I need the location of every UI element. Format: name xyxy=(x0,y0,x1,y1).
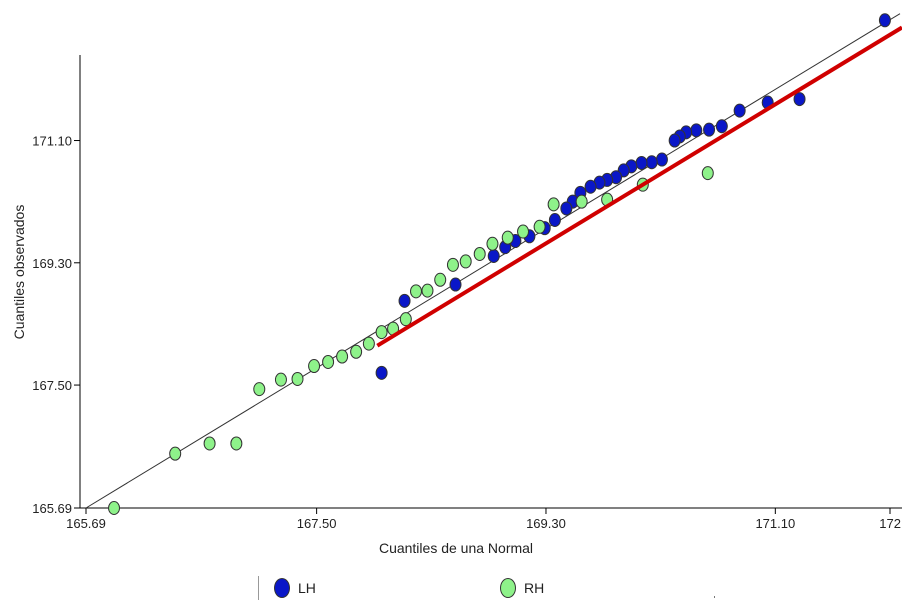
legend-item-rh: RH xyxy=(500,574,544,602)
point-rh xyxy=(701,166,714,181)
point-rh xyxy=(517,224,530,239)
point-rh xyxy=(362,336,375,351)
x-tick-label: 172 xyxy=(879,516,901,531)
point-rh xyxy=(322,354,335,369)
legend-marker-rh xyxy=(500,578,516,598)
point-lh xyxy=(548,212,561,227)
x-tick-label: 165.69 xyxy=(66,516,106,531)
point-rh xyxy=(473,246,486,261)
point-lh xyxy=(715,119,728,134)
point-lh xyxy=(449,277,462,292)
point-rh xyxy=(375,325,388,340)
point-rh xyxy=(421,283,434,298)
y-axis-title: Cuantiles observados xyxy=(11,205,27,340)
point-rh xyxy=(446,257,459,272)
axes xyxy=(79,55,902,509)
y-tick-label: 165.69 xyxy=(32,501,72,516)
point-rh xyxy=(501,230,514,245)
point-lh xyxy=(878,13,891,28)
point-rh xyxy=(230,436,243,451)
point-rh xyxy=(399,312,412,327)
fitted-line xyxy=(376,25,902,348)
point-rh xyxy=(410,284,423,299)
point-lh xyxy=(655,152,668,167)
points xyxy=(108,13,902,515)
y-tick-label: 171.10 xyxy=(32,134,72,149)
x-tick-label: 171.10 xyxy=(755,516,795,531)
legend-separator xyxy=(258,576,259,600)
point-rh xyxy=(547,197,560,212)
point-lh xyxy=(375,365,388,380)
ticks: 165.69 167.50 169.30 171.10 172 165.69 167.50 1… xyxy=(32,134,901,531)
point-rh xyxy=(336,349,349,364)
point-rh xyxy=(575,194,588,209)
point-lh xyxy=(793,92,806,107)
point-rh xyxy=(308,359,321,374)
legend-item-lh: LH xyxy=(274,574,316,602)
point-rh xyxy=(486,236,499,251)
point-lh xyxy=(635,155,648,170)
point-lh xyxy=(690,123,703,138)
point-lh xyxy=(668,133,681,148)
point-rh xyxy=(350,344,363,359)
x-tick-label: 167.50 xyxy=(297,516,337,531)
point-lh xyxy=(645,155,658,170)
point-rh xyxy=(203,436,216,451)
point-lh xyxy=(584,179,597,194)
point-lh xyxy=(733,103,746,118)
x-axis-title: Cuantiles de una Normal xyxy=(379,540,533,556)
point-lh xyxy=(703,122,716,137)
legend-label-lh: LH xyxy=(298,580,316,596)
point-rh xyxy=(434,272,447,287)
point-lh xyxy=(398,293,411,308)
legend: LH RH xyxy=(258,574,678,602)
point-lh xyxy=(487,248,500,263)
y-tick-label: 169.30 xyxy=(32,256,72,271)
legend-marker-lh xyxy=(274,578,290,598)
point-rh xyxy=(291,371,304,386)
point-rh xyxy=(274,372,287,387)
x-tick-label: 169.30 xyxy=(526,516,566,531)
point-rh xyxy=(108,501,121,515)
decorative-mark xyxy=(714,596,715,598)
point-lh xyxy=(560,201,573,216)
point-rh xyxy=(533,219,546,234)
legend-label-rh: RH xyxy=(524,580,545,596)
point-rh xyxy=(459,254,472,269)
point-rh xyxy=(253,382,266,397)
y-tick-label: 167.50 xyxy=(32,378,72,393)
point-rh xyxy=(169,446,182,461)
